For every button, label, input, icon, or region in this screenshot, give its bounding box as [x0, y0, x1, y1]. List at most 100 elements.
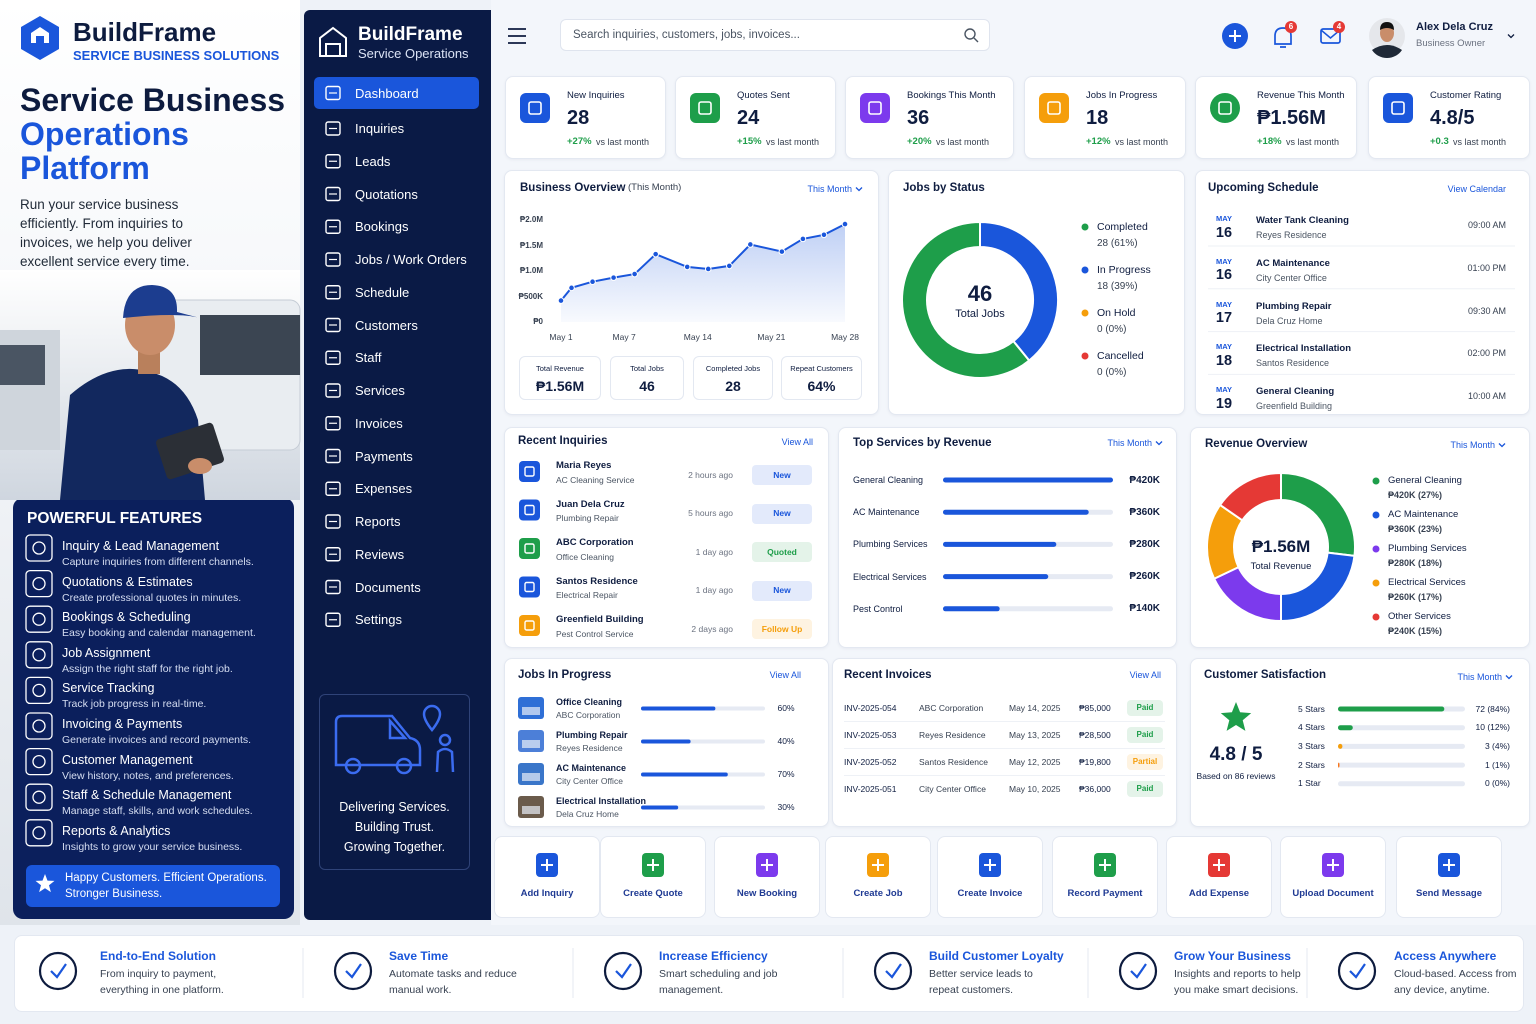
y-tick-label: ₱1.5M — [519, 240, 543, 250]
search-box[interactable] — [560, 19, 990, 51]
chevron-icon — [855, 187, 863, 192]
progress-label: 60% — [777, 702, 795, 713]
sidebar-subtitle: Service Operations — [358, 45, 469, 61]
panel-link[interactable]: View Calendar — [1447, 184, 1506, 194]
legend-swatch — [1372, 579, 1380, 587]
quick-action[interactable] — [937, 836, 1043, 918]
feature-title: Reports & Analytics — [62, 823, 171, 838]
quick-action-label[interactable]: Create Quote — [623, 888, 683, 899]
legend-label: Completed — [1097, 221, 1148, 233]
rating-note: Based on 86 reviews — [1196, 770, 1276, 781]
sidebar-promo — [319, 694, 470, 870]
kpi-icon — [1383, 93, 1413, 123]
nav-item[interactable]: Documents — [355, 579, 421, 595]
sidebar-logo — [319, 26, 347, 57]
stat-box — [519, 356, 601, 400]
schedule-place: City Center Office — [1256, 272, 1327, 283]
nav-item[interactable]: Reports — [355, 514, 401, 529]
message-count: 4 — [1336, 22, 1342, 31]
job-title: Electrical Installation — [556, 796, 647, 806]
benefit-icon — [1337, 951, 1377, 991]
nav-item[interactable]: Inquiries — [355, 121, 405, 136]
kpi-icon-glyph — [528, 101, 542, 115]
point — [610, 274, 617, 281]
panel-link[interactable]: View All — [1129, 670, 1161, 680]
nav-item[interactable]: Quotations — [355, 186, 418, 202]
worker-body — [435, 747, 455, 773]
panel-link[interactable]: This Month — [1450, 440, 1495, 450]
panel-link[interactable]: View All — [781, 437, 813, 447]
nav-item[interactable]: Customers — [355, 317, 418, 333]
nav-item[interactable]: Invoices — [355, 415, 403, 431]
point — [799, 235, 807, 243]
quick-action-glyph — [1213, 859, 1225, 871]
invoice-id: INV-2025-054 — [844, 702, 897, 713]
status-badge — [752, 542, 812, 562]
schedule-title: Plumbing Repair — [1256, 300, 1332, 312]
kpi-icon-glyph — [868, 101, 882, 115]
invoice-customer: Reyes Residence — [919, 729, 986, 740]
point — [589, 278, 596, 286]
mail-icon — [1320, 29, 1341, 39]
benefit-title: End-to-End Solution — [100, 949, 216, 963]
kpi-label: Bookings This Month — [907, 90, 996, 101]
invoice-amount: ₱19,800 — [1079, 756, 1111, 767]
value-label: ₱420K (27%) — [1388, 490, 1443, 500]
quick-action-label[interactable]: Add Inquiry — [520, 888, 574, 899]
panel-title: Upcoming Schedule — [1208, 181, 1319, 194]
quick-action-label[interactable]: Send Message — [1416, 888, 1482, 899]
line — [560, 223, 846, 302]
nav-item[interactable]: Leads — [355, 153, 391, 169]
invoice-id: INV-2025-053 — [844, 729, 897, 740]
person-cap — [123, 285, 200, 318]
nav-item[interactable]: Settings — [355, 612, 402, 628]
panel-title: Customer Satisfaction — [1204, 668, 1327, 681]
bar — [943, 541, 1057, 547]
chevron-icon — [1155, 441, 1163, 446]
search-placeholder[interactable]: Search inquiries, customers, jobs, invoi… — [573, 28, 800, 41]
inquiry-icon — [519, 615, 540, 636]
status-label: New — [773, 585, 791, 595]
status-label: Follow Up — [761, 623, 803, 634]
nav-item[interactable]: Expenses — [355, 481, 413, 497]
kpi-change: +18% — [1257, 136, 1282, 147]
nav-item[interactable]: Reviews — [355, 546, 405, 562]
panel-title: Top Services by Revenue — [853, 436, 992, 449]
quick-action-label[interactable]: Create Invoice — [957, 888, 1023, 899]
panel-link[interactable]: This Month — [807, 184, 852, 194]
quick-action-label[interactable]: Record Payment — [1067, 888, 1143, 899]
quick-action-glyph — [1099, 859, 1111, 871]
feature-icon-glyph — [32, 612, 46, 626]
panel-link[interactable]: View All — [769, 670, 801, 680]
value-label: 0 (0%) — [1097, 366, 1127, 378]
panel-title: Business Overview — [520, 181, 626, 194]
kpi-change: +27% — [567, 136, 592, 147]
stat-box — [610, 356, 684, 400]
point — [557, 297, 565, 304]
kpi-value: 24 — [737, 107, 760, 129]
feature-text: Insights to grow your service business. — [62, 840, 243, 853]
notification-badge — [1285, 21, 1297, 33]
quick-action-label[interactable]: Add Expense — [1188, 888, 1250, 899]
legend-swatch — [1372, 613, 1380, 621]
quick-action-label[interactable]: New Booking — [736, 888, 798, 899]
quick-action-label[interactable]: Upload Document — [1292, 888, 1374, 899]
quick-action-glyph — [1443, 859, 1455, 871]
quick-action-label[interactable]: Create Job — [853, 888, 903, 899]
nav-item[interactable]: Staff — [355, 350, 382, 366]
nav-item[interactable]: Payments — [355, 448, 413, 464]
nav-item[interactable]: Services — [355, 383, 405, 398]
benefit-text: Cloud-based. Access from any device, any… — [1394, 968, 1517, 996]
panel-link[interactable]: This Month — [1107, 438, 1152, 448]
nav-item[interactable]: Bookings — [355, 219, 409, 235]
nav-item[interactable]: Schedule — [355, 284, 410, 300]
invoice-date: May 14, 2025 — [1009, 702, 1061, 713]
panel-link[interactable]: This Month — [1457, 672, 1502, 682]
nav-item[interactable]: Jobs / Work Orders — [355, 252, 467, 267]
status-label: Partial — [1132, 757, 1158, 766]
x-tick-label: May 7 — [612, 331, 636, 342]
feature-icon-glyph — [32, 754, 46, 769]
nav-item[interactable]: Dashboard — [355, 85, 419, 101]
schedule-title: AC Maintenance — [1256, 257, 1330, 269]
schedule-day: 16 — [1215, 267, 1233, 284]
